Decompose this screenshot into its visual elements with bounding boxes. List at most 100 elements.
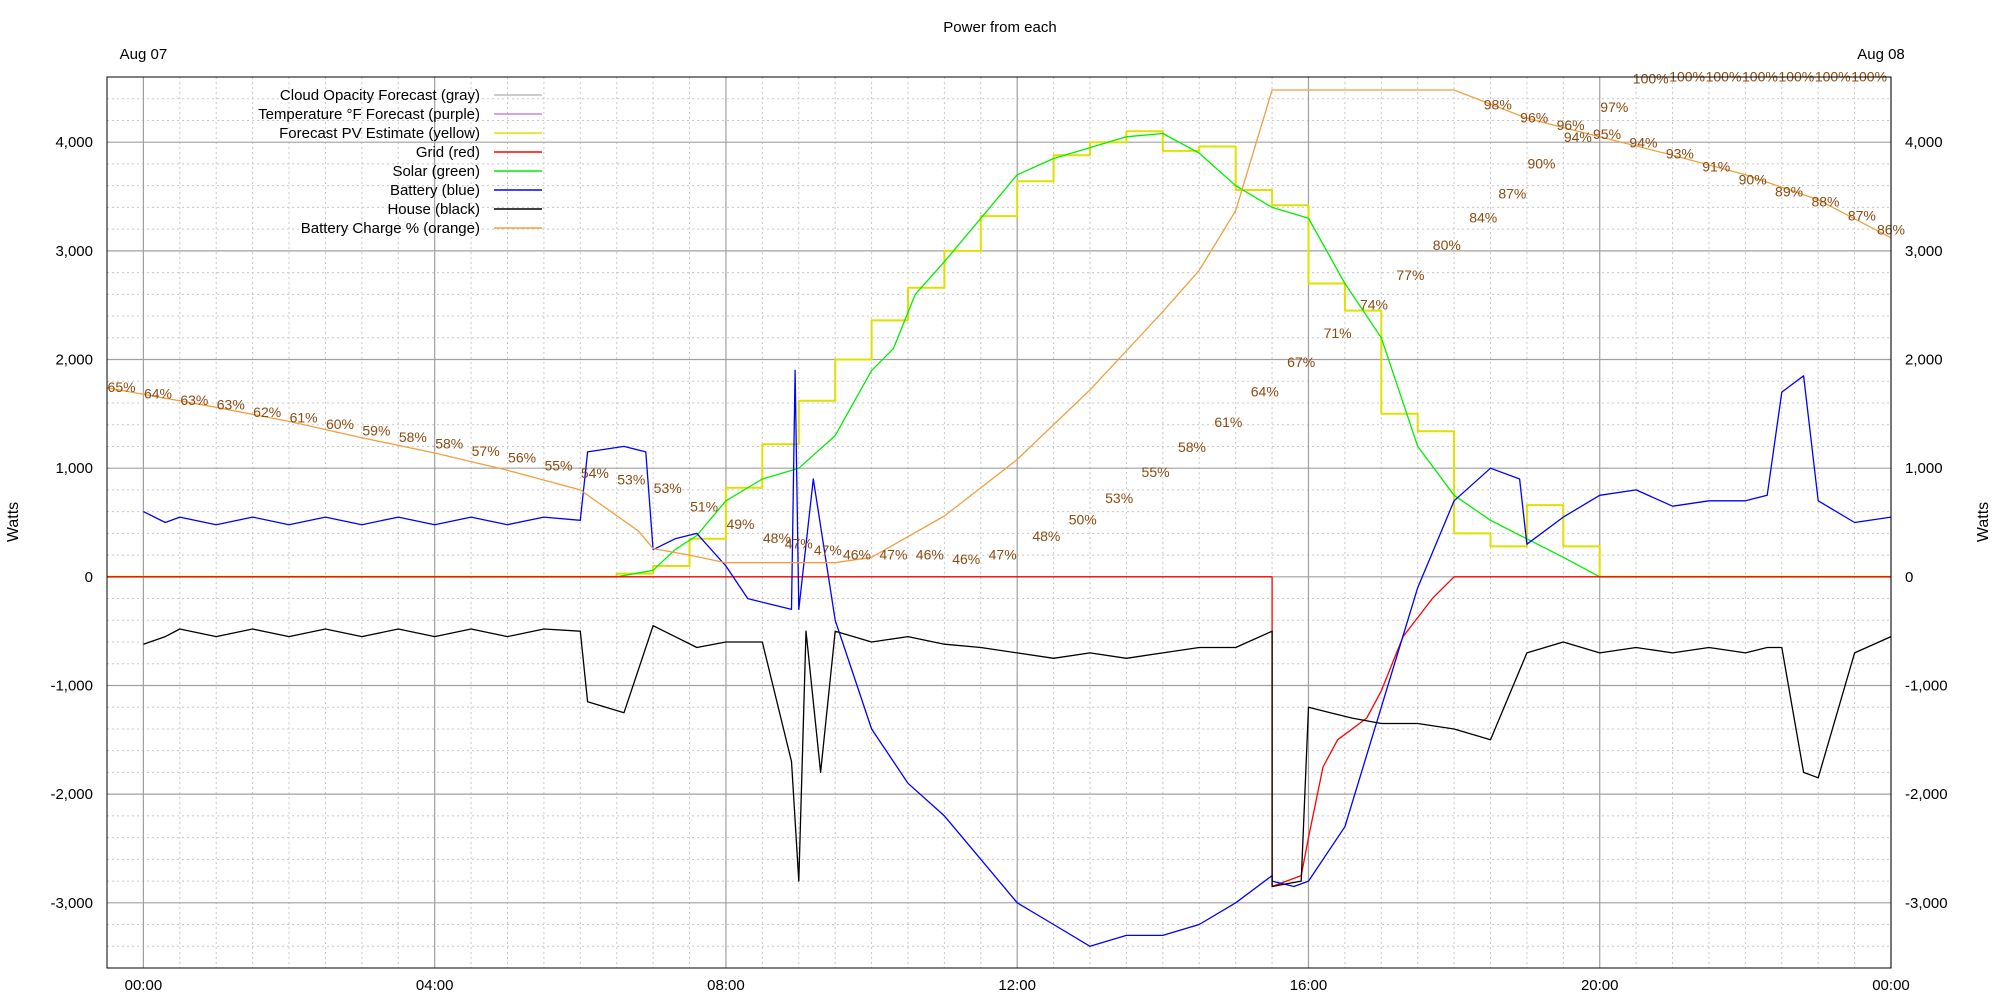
y-tick-label-right: 0 (1905, 569, 1913, 586)
battery-pct-label: 58% (1178, 439, 1206, 455)
y-tick-label-left: 4,000 (55, 134, 93, 151)
battery-pct-label: 57% (472, 443, 500, 459)
axis-layer: 4,000 4,000 3,000 3,000 2,000 2,000 1,000 1,000… (50, 46, 1947, 994)
battery-pct-label: 62% (253, 404, 281, 420)
x-tick-label: 00:00 (1872, 977, 1910, 994)
battery-pct-label: 64% (1251, 383, 1279, 399)
battery-pct-label: 87% (1498, 186, 1526, 202)
legend-label: Battery (blue) (390, 182, 480, 199)
legend-label: House (black) (387, 201, 480, 218)
legend-label: Forecast PV Estimate (yellow) (279, 125, 480, 142)
chart-title: Power from each (943, 19, 1056, 36)
battery-pct-label: 97% (1600, 99, 1628, 115)
y-tick-label-right: -2,000 (1905, 786, 1948, 803)
battery-pct-label: 48% (1032, 528, 1060, 544)
battery-pct-label: 59% (362, 423, 390, 439)
battery-pct-label: 53% (654, 480, 682, 496)
series-layer (106, 89, 1892, 947)
battery-pct-label: 63% (180, 392, 208, 408)
battery-pct-label: 47% (989, 546, 1017, 562)
battery-pct-label: 53% (1105, 490, 1133, 506)
battery-pct-label: 63% (217, 396, 245, 412)
legend-label: Grid (red) (416, 144, 480, 161)
x-tick-label: 08:00 (707, 977, 745, 994)
battery-pct-label: 47% (879, 546, 907, 562)
battery-pct-label: 65% (108, 379, 136, 395)
battery-pct-label: 100% (1742, 68, 1778, 84)
series-battery-blue (143, 369, 1892, 947)
y-tick-label-right: -3,000 (1905, 895, 1948, 912)
series-solar-green (107, 132, 1891, 578)
series-forecast-pv-estimate-yellow (107, 130, 1891, 578)
x-tick-label: 12:00 (998, 977, 1036, 994)
battery-pct-label: 50% (1069, 512, 1097, 528)
date-label-start: Aug 07 (120, 46, 168, 63)
date-label-end: Aug 08 (1857, 46, 1905, 63)
y-tick-label-right: 4,000 (1905, 134, 1943, 151)
battery-pct-label: 71% (1324, 325, 1352, 341)
battery-pct-label: 80% (1433, 237, 1461, 253)
x-tick-label: 04:00 (416, 977, 454, 994)
battery-pct-label: 93% (1666, 145, 1694, 161)
battery-pct-label: 94% (1564, 129, 1592, 145)
battery-pct-label: 89% (1775, 184, 1803, 200)
battery-pct-label: 77% (1396, 267, 1424, 283)
battery-pct-label: 47% (814, 542, 842, 558)
x-tick-label: 16:00 (1290, 977, 1328, 994)
x-tick-label: 20:00 (1581, 977, 1619, 994)
y-tick-label-right: 2,000 (1905, 352, 1943, 369)
y-tick-label-left: -3,000 (50, 895, 93, 912)
x-tick-label: 00:00 (125, 977, 163, 994)
legend-label: Temperature °F Forecast (purple) (258, 106, 480, 123)
legend-label: Cloud Opacity Forecast (gray) (280, 87, 480, 104)
battery-pct-label: 90% (1527, 155, 1555, 171)
battery-pct-label: 60% (326, 416, 354, 432)
battery-pct-label: 90% (1739, 172, 1767, 188)
grid-layer (107, 77, 1892, 968)
y-tick-label-right: -1,000 (1905, 677, 1948, 694)
legend: Cloud Opacity Forecast (gray) Temperature… (258, 87, 542, 237)
y-tick-label-left: -1,000 (50, 677, 93, 694)
battery-pct-label: 100% (1778, 68, 1814, 84)
battery-pct-label: 95% (1593, 126, 1621, 142)
battery-pct-label: 64% (144, 386, 172, 402)
battery-pct-label: 46% (952, 551, 980, 567)
y-tick-label-left: -2,000 (50, 786, 93, 803)
battery-pct-label: 46% (843, 546, 871, 562)
battery-pct-label: 98% (1484, 97, 1512, 113)
y-tick-label-left: 3,000 (55, 243, 93, 260)
y-tick-label-left: 0 (85, 569, 93, 586)
battery-pct-label: 96% (1557, 117, 1585, 133)
battery-pct-label: 100% (1706, 68, 1742, 84)
series-house-black (143, 625, 1892, 888)
battery-pct-label: 58% (399, 429, 427, 445)
battery-pct-label: 49% (726, 516, 754, 532)
battery-pct-label: 61% (1214, 414, 1242, 430)
battery-pct-label: 91% (1702, 159, 1730, 175)
y-tick-label-left: 2,000 (55, 352, 93, 369)
battery-pct-label: 51% (690, 499, 718, 515)
battery-pct-label: 96% (1520, 110, 1548, 126)
battery-pct-label: 100% (1633, 71, 1669, 87)
battery-pct-label: 48% (763, 530, 791, 546)
battery-pct-label: 74% (1360, 297, 1388, 313)
battery-pct-label: 87% (1848, 207, 1876, 223)
battery-pct-label: 56% (508, 450, 536, 466)
battery-pct-label: 47% (785, 536, 813, 552)
battery-pct-label: 100% (1669, 68, 1705, 84)
battery-pct-label: 61% (290, 410, 318, 426)
battery-pct-label: 84% (1469, 210, 1497, 226)
annotation-layer: 65% 64% 63% 63% 62% 61% 60% 59% 58% 58% 57% 56% 55% 5… (108, 68, 1905, 566)
series-battery-charge-orange (106, 89, 1892, 564)
battery-pct-label: 100% (1851, 68, 1887, 84)
legend-label: Battery Charge % (orange) (301, 220, 480, 237)
battery-pct-label: 94% (1629, 135, 1657, 151)
battery-pct-label: 55% (1142, 464, 1170, 480)
battery-pct-label: 67% (1287, 354, 1315, 370)
battery-pct-label: 55% (544, 457, 572, 473)
battery-pct-label: 58% (435, 436, 463, 452)
legend-label: Solar (green) (392, 163, 480, 180)
battery-pct-label: 88% (1811, 193, 1839, 209)
